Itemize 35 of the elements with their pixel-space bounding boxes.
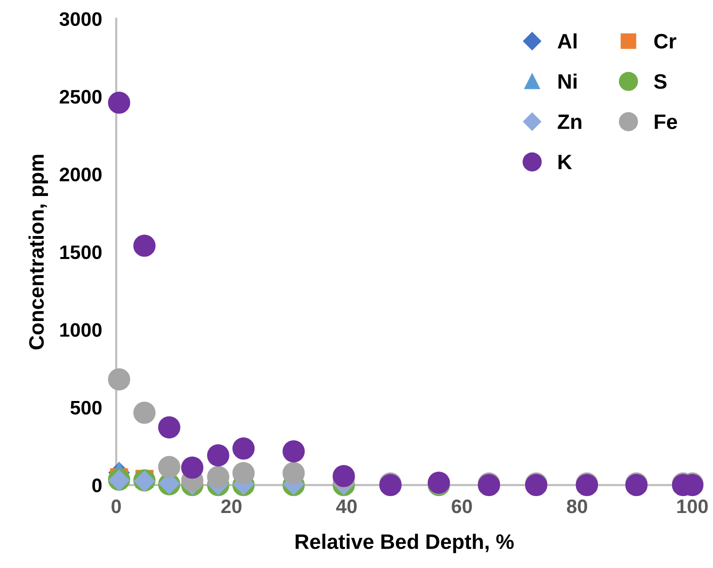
x-tick-label: 0 xyxy=(112,499,121,514)
x-tick-label: 40 xyxy=(336,499,357,514)
point xyxy=(207,444,230,466)
x-tick-label: 80 xyxy=(566,499,588,514)
point xyxy=(282,440,305,462)
point xyxy=(158,416,180,439)
y-tick-label: 3000 xyxy=(60,12,102,26)
y-tick-label: 500 xyxy=(70,400,102,415)
x-tick-label: 100 xyxy=(677,499,708,514)
y-tick-label: 2000 xyxy=(60,168,102,182)
legend-label: S xyxy=(654,74,667,89)
legend-label: Fe xyxy=(654,114,678,130)
point xyxy=(108,368,130,390)
point xyxy=(181,456,204,479)
point xyxy=(133,402,156,424)
legend-label: K xyxy=(558,154,572,170)
y-tick-label: 1500 xyxy=(60,245,102,260)
legend-label: Al xyxy=(558,33,577,48)
point xyxy=(232,437,255,460)
point xyxy=(282,462,305,484)
point xyxy=(232,462,255,484)
point xyxy=(207,466,230,488)
y-tick-label: 0 xyxy=(92,478,102,492)
x-tick-label: 60 xyxy=(452,499,472,514)
y-tick-label: 1000 xyxy=(60,323,102,337)
point xyxy=(158,456,180,478)
x-axis-title: Relative Bed Depth, % xyxy=(296,534,514,554)
legend-label: Cr xyxy=(654,34,676,49)
point xyxy=(108,92,130,114)
point xyxy=(133,234,156,257)
legend-label: Ni xyxy=(558,74,577,89)
legend-label: Zn xyxy=(558,114,582,129)
y-tick-label: 2500 xyxy=(60,90,102,104)
x-tick-label: 20 xyxy=(221,499,242,514)
y-axis-title: Concentration, ppm xyxy=(28,154,48,350)
